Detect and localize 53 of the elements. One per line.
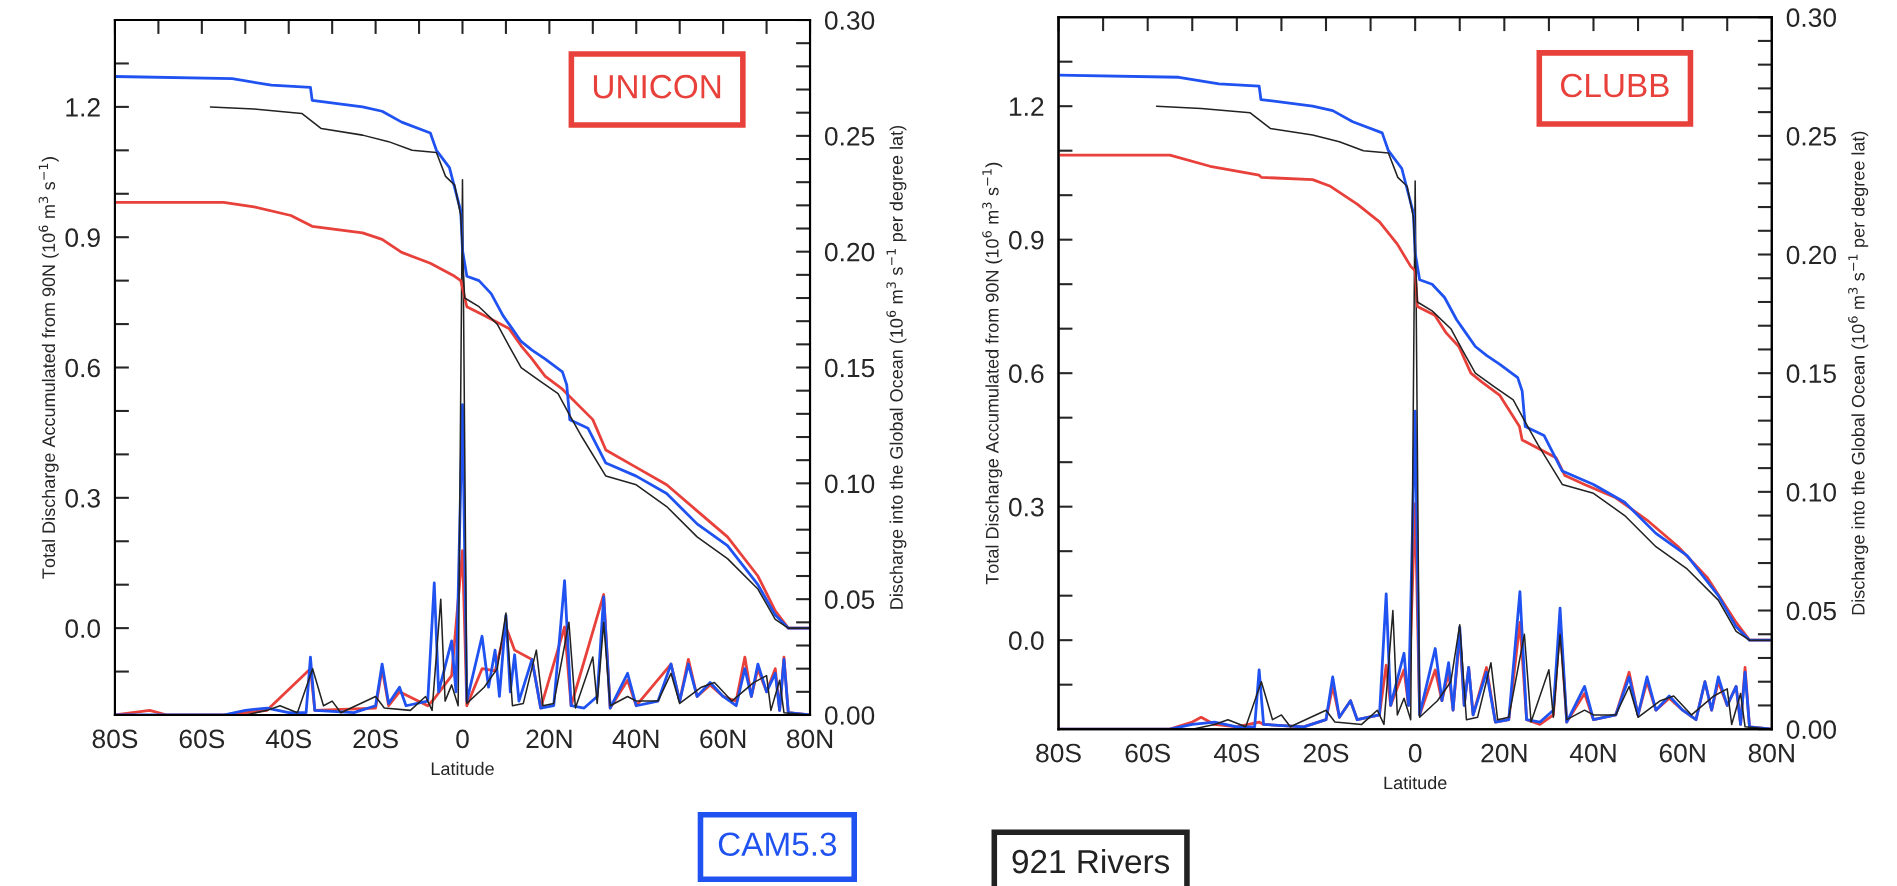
y2-axis-title: Discharge into the Global Ocean (10$^{6}$ m$^{3}$ s$^{−1}$ per degree lat) [886,125,907,609]
x-tick-label: 40N [1569,743,1616,763]
y-tick-label: 0.6 [65,358,100,378]
y-tick-label: 0.9 [65,228,100,248]
y2-tick-label: 0.05 [1786,601,1836,621]
y-tick-label: 1.2 [66,98,100,117]
y2-tick-label: 0.20 [1786,245,1837,265]
x-axis-title: Latitude [1384,776,1447,790]
y2-axis-title: Discharge into the Global Ocean (10$^{6}$ m$^{3}$ s$^{−1}$ per degree lat) [1848,131,1869,615]
y2-tick-label: 0.05 [824,590,875,609]
y2-tick-label: 0.15 [1786,364,1836,383]
x-tick-label: 60N [700,729,746,749]
y2-tick-label: 0.00 [1786,720,1837,739]
y-tick-label: 0.6 [1008,364,1044,383]
x-tick-label: 40S [1213,743,1260,763]
y-tick-label: 0.9 [1008,230,1044,250]
y-tick-label: 1.2 [1009,97,1044,116]
y2-tick-label: 0.25 [824,126,875,146]
y2-tick-label: 0.25 [1786,126,1836,146]
y2-tick-label: 0.10 [824,474,875,494]
y-tick-label: 0.3 [1008,497,1044,517]
y2-tick-label: 0.15 [824,358,875,378]
x-tick-label: 40N [612,729,659,749]
x-axis-title: Latitude [431,761,494,776]
x-tick-label: 40S [265,729,311,749]
x-tick-label: 80S [92,729,138,749]
x-tick-label: 60S [179,729,225,749]
x-tick-label: 60N [1659,743,1705,763]
text: 921 Rivers [1012,848,1170,874]
x-tick-label: 80S [1036,743,1081,763]
x-tick-label: 60S [1125,743,1170,763]
y2-tick-label: 0.20 [824,242,875,262]
y2-tick-label: 0.10 [1786,482,1837,502]
line-series [114,75,811,630]
x-tick-label: 20S [353,729,398,749]
text: CLUBB [1561,73,1669,98]
y-tick-label: 0.3 [65,488,100,508]
text: UNICON [593,74,721,99]
x-tick-label: 20S [1303,743,1349,763]
x-tick-label: 0 [456,729,469,749]
y-tick-label: 0.0 [1008,631,1044,650]
text: CAM5.3 [718,832,837,856]
y2-tick-label: 0.30 [1786,8,1837,28]
x-tick-label: 20N [1481,743,1527,763]
y2-tick-label: 0.00 [824,706,875,725]
x-tick-label: 80N [1748,743,1794,763]
y-axis-title: Total Discharge Accumulated from 90N (10$^{6}$ m$^{3}$ s$^{−1}$) [982,162,1003,585]
y-tick-label: 0.0 [65,619,101,638]
y-axis-title: Total Discharge Accumulated from 90N (10$^{6}$ m$^{3}$ s$^{−1}$) [38,157,59,579]
x-tick-label: 20N [526,729,572,749]
x-tick-label: 80N [786,729,833,749]
x-tick-label: 0 [1408,743,1422,763]
y2-tick-label: 0.30 [824,11,875,30]
